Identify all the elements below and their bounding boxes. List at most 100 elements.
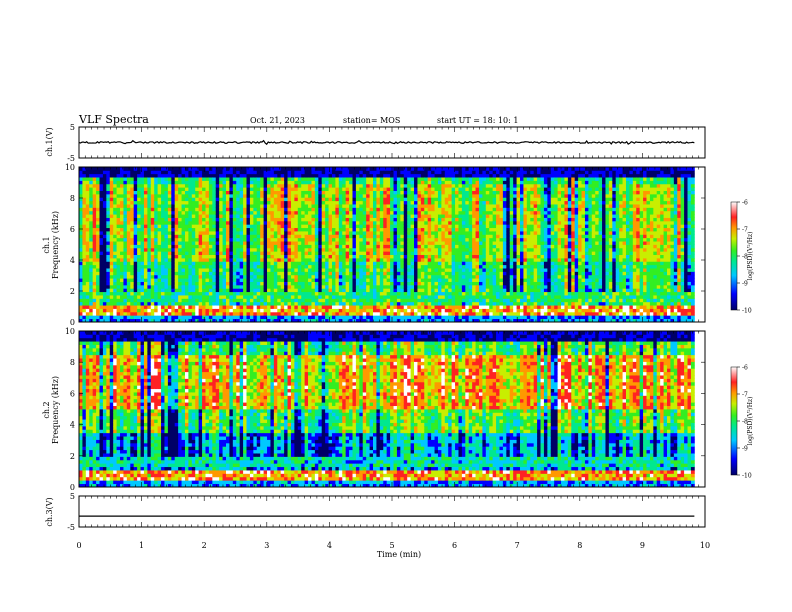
spectrogram-cell xyxy=(130,268,134,272)
spectrogram-cell xyxy=(100,228,104,232)
spectrogram-cell xyxy=(110,218,114,222)
spectrogram-cell xyxy=(175,214,179,218)
spectrogram-cell xyxy=(110,197,114,201)
spectrogram-cell xyxy=(147,265,151,269)
spectrogram-cell xyxy=(141,261,145,265)
spectrogram-cell xyxy=(137,312,141,316)
spectrogram-cell xyxy=(117,245,121,249)
spectrogram-cell xyxy=(175,288,179,292)
spectrogram-cell xyxy=(117,309,121,313)
spectrogram-cell xyxy=(175,298,179,302)
spectrogram-cell xyxy=(141,295,145,299)
spectrogram-cell xyxy=(151,258,155,262)
spectrogram-cell xyxy=(161,298,165,302)
spectrogram-cell xyxy=(96,295,100,299)
spectrogram-cell xyxy=(168,282,172,286)
spectrogram-cell xyxy=(158,292,162,296)
spectrogram-cell xyxy=(96,288,100,292)
spectrogram-cell xyxy=(123,298,127,302)
spectrogram-cell xyxy=(110,211,114,215)
spectrogram-cell xyxy=(86,302,90,306)
spectrogram-cell xyxy=(100,238,104,242)
spectrogram-cell xyxy=(182,228,186,232)
spectrogram-cell xyxy=(120,197,124,201)
spectrogram-cell xyxy=(185,174,189,178)
spectrogram-cell xyxy=(175,231,179,235)
spectrogram-cell xyxy=(141,288,145,292)
spectrogram-cell xyxy=(158,170,162,174)
spectrogram-cell xyxy=(151,207,155,211)
spectrogram-cell xyxy=(100,194,104,198)
spectrogram-cell xyxy=(171,309,175,313)
spectrogram-cell xyxy=(178,207,182,211)
spectrogram-cell xyxy=(120,194,124,198)
spectrogram-cell xyxy=(175,218,179,222)
spectrogram-cell xyxy=(164,207,168,211)
spectrogram-cell xyxy=(154,275,158,279)
spectrogram-cell xyxy=(151,221,155,225)
spectrogram-cell xyxy=(86,305,90,309)
spectrogram-cell xyxy=(110,245,114,249)
spectrogram-cell xyxy=(120,177,124,181)
spectrogram-cell xyxy=(117,214,121,218)
spectrogram-cell xyxy=(130,194,134,198)
spectrogram-cell xyxy=(127,191,131,195)
spectrogram-cell xyxy=(168,258,172,262)
spectrogram-cell xyxy=(137,221,141,225)
spectrogram-cell xyxy=(103,275,107,279)
spectrogram-cell xyxy=(123,315,127,319)
spectrogram-cell xyxy=(110,180,114,184)
spectrogram-cell xyxy=(178,197,182,201)
spectrogram-cell xyxy=(178,305,182,309)
spectrogram-cell xyxy=(103,207,107,211)
spectrogram-cell xyxy=(154,197,158,201)
spectrogram-cell xyxy=(113,285,117,289)
spectrogram-cell xyxy=(106,204,110,208)
spectrogram-cell xyxy=(89,211,93,215)
spectrogram-cell xyxy=(151,170,155,174)
spectrogram-cell xyxy=(82,295,86,299)
spectrogram-cell xyxy=(130,234,134,238)
spectrogram-cell xyxy=(164,221,168,225)
spectrogram-cell xyxy=(96,214,100,218)
spectrogram-cell xyxy=(86,170,90,174)
spectrogram-cell xyxy=(113,258,117,262)
spectrogram-cell xyxy=(147,187,151,191)
spectrogram-cell xyxy=(175,255,179,259)
spectrogram-cell xyxy=(151,177,155,181)
spectrogram-cell xyxy=(188,201,192,205)
spectrogram-cell xyxy=(106,238,110,242)
spectrogram-cell xyxy=(106,255,110,259)
spectrogram-cell xyxy=(178,234,182,238)
spectrogram-cell xyxy=(106,285,110,289)
spectrogram-cell xyxy=(113,204,117,208)
spectrogram-cell xyxy=(171,231,175,235)
spectrogram-cell xyxy=(161,187,165,191)
spectrogram-cell xyxy=(79,234,83,238)
spectrogram-cell xyxy=(182,268,186,272)
spectrogram-cell xyxy=(82,221,86,225)
spectrogram-cell xyxy=(103,309,107,313)
spectrogram-cell xyxy=(82,211,86,215)
spectrogram-cell xyxy=(185,315,189,319)
spectrogram-cell xyxy=(141,255,145,259)
spectrogram-cell xyxy=(93,214,97,218)
spectrogram-cell xyxy=(185,309,189,313)
spectrogram-cell xyxy=(175,268,179,272)
spectrogram-cell xyxy=(86,261,90,265)
spectrogram-cell xyxy=(79,180,83,184)
spectrogram-cell xyxy=(79,241,83,245)
spectrogram-cell xyxy=(168,231,172,235)
spectrogram-cell xyxy=(137,288,141,292)
spectrogram-cell xyxy=(113,194,117,198)
spectrogram-cell xyxy=(110,305,114,309)
spectrogram-cell xyxy=(100,312,104,316)
spectrogram-cell xyxy=(147,295,151,299)
spectrogram-cell xyxy=(100,241,104,245)
spectrogram-cell xyxy=(113,170,117,174)
spectrogram-cell xyxy=(188,207,192,211)
spectrogram-cell xyxy=(178,302,182,306)
spectrogram-cell xyxy=(134,238,138,242)
spectrogram-cell xyxy=(151,194,155,198)
spectrogram-cell xyxy=(182,292,186,296)
